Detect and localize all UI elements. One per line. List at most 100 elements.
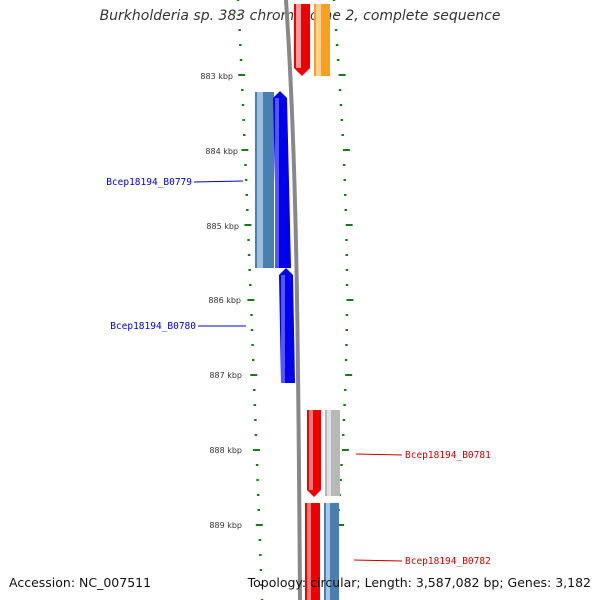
minor-tick — [259, 554, 262, 556]
minor-tick — [250, 329, 254, 331]
accession-label: Accession: NC_007511 — [9, 575, 152, 590]
scale-label-887: 887 kbp — [209, 371, 242, 380]
feature-b0781-shade[interactable] — [325, 410, 340, 496]
gene-b0781-leader — [355, 453, 403, 456]
minor-tick — [340, 464, 343, 466]
minor-tick — [345, 269, 349, 271]
minor-tick — [256, 494, 260, 496]
minor-tick — [257, 509, 260, 511]
major-tick — [250, 374, 258, 376]
major-tick — [345, 374, 353, 376]
minor-tick — [238, 29, 241, 31]
minor-tick — [254, 434, 258, 436]
scale-label-889: 889 kbp — [209, 521, 242, 530]
minor-tick — [338, 89, 342, 91]
major-tick — [241, 149, 249, 151]
minor-tick — [239, 44, 242, 46]
gene-b0779-leader — [193, 180, 244, 183]
minor-tick — [236, 0, 240, 1]
feature-b0781-cds[interactable] — [307, 410, 321, 497]
minor-tick — [342, 419, 346, 421]
minor-tick — [241, 104, 245, 106]
major-tick — [255, 524, 263, 526]
major-tick — [238, 74, 246, 76]
minor-tick — [259, 569, 263, 571]
feature-b0782-shade[interactable] — [324, 503, 339, 600]
minor-tick — [237, 14, 241, 16]
major-tick — [345, 224, 353, 226]
minor-tick — [253, 404, 257, 406]
minor-tick — [251, 359, 255, 361]
minor-tick — [343, 179, 346, 181]
feature-b0779-cds[interactable] — [273, 91, 291, 268]
feature-b0779-shade[interactable] — [255, 92, 274, 268]
minor-tick — [253, 389, 256, 391]
minor-tick — [344, 359, 348, 361]
minor-tick — [342, 164, 346, 166]
minor-tick — [344, 209, 348, 211]
minor-tick — [241, 89, 244, 91]
minor-tick — [243, 134, 246, 136]
major-tick — [253, 449, 261, 451]
minor-tick — [343, 389, 347, 391]
minor-tick — [345, 329, 348, 331]
minor-tick — [247, 239, 250, 241]
major-tick — [342, 149, 350, 151]
major-tick — [337, 524, 345, 526]
minor-tick — [254, 419, 257, 421]
minor-tick — [333, 14, 337, 16]
scale-ticks — [236, 0, 354, 600]
major-tick — [247, 299, 255, 301]
minor-tick — [332, 0, 336, 1]
scale-label-884: 884 kbp — [205, 147, 238, 156]
gene-label-b0779[interactable]: Bcep18194_B0779 — [106, 177, 192, 188]
minor-tick — [339, 104, 343, 106]
minor-tick — [339, 479, 342, 481]
minor-tick — [249, 284, 252, 286]
major-tick — [346, 299, 354, 301]
minor-tick — [250, 314, 253, 316]
feature-top-orange[interactable] — [314, 4, 330, 76]
major-tick — [341, 449, 349, 451]
feature-b0782-cds[interactable] — [305, 503, 320, 600]
gene-label-b0782[interactable]: Bcep18194_B0782 — [405, 556, 491, 567]
minor-tick — [345, 239, 348, 241]
minor-tick — [260, 584, 263, 586]
scale-label-888: 888 kbp — [209, 446, 242, 455]
minor-tick — [242, 119, 245, 121]
gene-label-b0781[interactable]: Bcep18194_B0781 — [405, 450, 491, 461]
minor-tick — [344, 194, 347, 196]
genome-backbone — [284, 0, 302, 600]
minor-tick — [256, 479, 259, 481]
minor-tick — [244, 179, 248, 181]
minor-tick — [343, 404, 346, 406]
minor-tick — [341, 434, 345, 436]
minor-tick — [340, 119, 344, 121]
feature-b0780-cds[interactable] — [279, 268, 295, 383]
minor-tick — [345, 344, 348, 346]
minor-tick — [251, 344, 254, 346]
minor-tick — [255, 464, 259, 466]
gene-b0782-leader — [353, 559, 403, 562]
minor-tick — [341, 134, 344, 136]
feature-top-red[interactable] — [294, 4, 310, 76]
scale-label-883: 883 kbp — [200, 72, 233, 81]
gene-label-b0780[interactable]: Bcep18194_B0780 — [110, 321, 196, 332]
major-tick — [244, 224, 252, 226]
minor-tick — [244, 164, 247, 166]
minor-tick — [345, 314, 349, 316]
scale-label-886: 886 kbp — [208, 296, 241, 305]
minor-tick — [334, 29, 338, 31]
minor-tick — [258, 539, 262, 541]
scale-label-885: 885 kbp — [206, 222, 239, 231]
minor-tick — [247, 254, 251, 256]
minor-tick — [335, 44, 339, 46]
topology-label: Topology: circular; Length: 3,587,082 bp… — [247, 575, 591, 590]
minor-tick — [239, 59, 243, 61]
minor-tick — [345, 284, 349, 286]
minor-tick — [246, 209, 249, 211]
minor-tick — [248, 269, 251, 271]
minor-tick — [345, 254, 349, 256]
major-tick — [338, 74, 346, 76]
